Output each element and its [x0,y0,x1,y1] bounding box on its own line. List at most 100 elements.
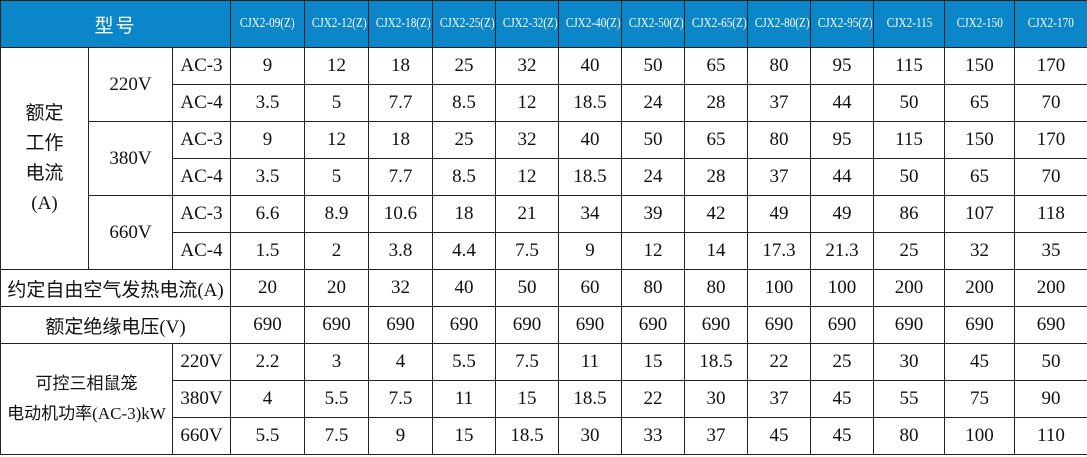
model-column-header: CJX2-09(Z) [230,0,306,48]
value-cell: 7.5 [368,380,434,418]
value-cell: 37 [747,380,812,418]
table-row: 380V AC-3 9 12 18 25 32 40 50 65 80 95 115 150 170 [1,121,1087,196]
value-cell: 37 [684,417,749,455]
model-column-header: CJX2-32(Z) [495,0,560,48]
value-cell: 45 [747,417,812,455]
value-cell: 24 [621,84,686,122]
value-cell: 3 [304,343,370,381]
label-line: 工作 [25,132,64,154]
value-cell: 30 [873,343,946,381]
model-column-header: CJX2-80(Z) [747,0,812,48]
value-cell: 39 [621,195,686,233]
value-cell: 15 [432,417,497,455]
model-column-header: CJX2-12(Z) [304,0,370,48]
table-row: 660V AC-3 6.6 8.9 10.6 18 21 34 39 42 49 49 86 107 118 [1,195,1087,270]
model-column-header: CJX2-18(Z) [368,0,434,48]
value-cell: 107 [944,195,1016,233]
value-cell: 4 [230,380,306,418]
value-cell: 9 [230,47,306,85]
value-cell: 21.3 [810,232,875,270]
model-column-header: CJX2-25(Z) [432,0,497,48]
value-cell: 11 [558,343,623,381]
value-cell: 70 [1014,158,1087,196]
model-column-header: CJX2-95(Z) [810,0,875,48]
model-name: CJX2-65(Z) [691,16,747,31]
insulation-label: 额定绝缘电压(V) [0,306,232,344]
value-cell: 22 [747,343,812,381]
value-cell: 10.6 [368,195,434,233]
value-cell: 45 [944,343,1016,381]
value-cell: 2.2 [230,343,306,381]
model-column-header: CJX2-40(Z) [558,0,623,48]
model-name: CJX2-170 [1028,16,1075,31]
value-cell: 8.5 [432,158,497,196]
label-line: 电流 [25,162,64,184]
value-cell: 150 [944,47,1016,85]
value-cell: 7.5 [495,343,560,381]
value-cell: 7.7 [368,158,434,196]
voltage-cell: 220V [171,343,232,381]
value-cell: 32 [368,269,434,307]
value-cell: 110 [1014,417,1087,455]
table-row: AC-4 3.5 5 7.7 8.5 12 18.5 24 28 37 44 50 65 70 [1,84,1087,122]
value-cell: 8.5 [432,84,497,122]
value-cell: 18.5 [558,84,623,122]
header-row: 型号 CJX2-09(Z) CJX2-12(Z) CJX2-18(Z) CJX2-25… [0,0,1087,48]
category-cell: AC-3 [171,47,232,85]
value-cell: 49 [810,195,875,233]
category-cell: AC-4 [171,84,232,122]
value-cell: 690 [495,306,560,344]
value-cell: 200 [1014,269,1087,307]
voltage-cell: 660V [171,417,232,455]
model-name: CJX2-12(Z) [311,16,367,31]
value-cell: 33 [621,417,686,455]
value-cell: 70 [1014,84,1087,122]
model-name: CJX2-25(Z) [439,16,495,31]
value-cell: 12 [495,84,560,122]
value-cell: 50 [621,47,686,85]
value-cell: 3.8 [368,232,434,270]
value-cell: 3.5 [230,84,306,122]
model-column-header: CJX2-150 [944,0,1016,48]
value-cell: 100 [747,269,812,307]
value-cell: 7.5 [304,417,370,455]
label-line: (A) [31,192,58,214]
category-cell: AC-4 [171,158,232,196]
value-cell: 1.5 [230,232,306,270]
label-line: 可控三相鼠笼 [35,374,138,393]
value-cell: 42 [684,195,749,233]
value-cell: 30 [558,417,623,455]
value-cell: 7.7 [368,84,434,122]
value-cell: 12 [304,47,370,85]
value-cell: 5 [304,84,370,122]
value-cell: 14 [684,232,749,270]
value-cell: 690 [432,306,497,344]
value-cell: 11 [432,380,497,418]
value-cell: 50 [495,269,560,307]
model-column-header: CJX2-65(Z) [684,0,749,48]
value-cell: 12 [495,158,560,196]
value-cell: 95 [810,47,875,85]
model-name: CJX2-09(Z) [240,16,295,31]
table-row: AC-4 3.5 5 7.7 8.5 12 18.5 24 28 37 44 50 65 70 [1,158,1087,196]
voltage-cell: 380V [171,380,232,418]
value-cell: 50 [1014,343,1087,381]
value-cell: 95 [810,121,875,159]
value-cell: 690 [621,306,686,344]
category-cell: AC-4 [171,232,232,270]
value-cell: 5.5 [230,417,306,455]
value-cell: 4.4 [432,232,497,270]
label-line: 电动机功率(AC-3)kW [7,404,166,423]
value-cell: 18.5 [684,343,749,381]
value-cell: 80 [747,47,812,85]
value-cell: 25 [810,343,875,381]
value-cell: 100 [944,417,1016,455]
value-cell: 44 [810,84,875,122]
value-cell: 80 [873,417,946,455]
value-cell: 690 [304,306,370,344]
value-cell: 690 [558,306,623,344]
value-cell: 200 [873,269,946,307]
table-row: 660V 5.5 7.5 9 15 18.5 30 33 37 45 45 80 100 110 [1,417,1087,455]
value-cell: 4 [368,343,434,381]
